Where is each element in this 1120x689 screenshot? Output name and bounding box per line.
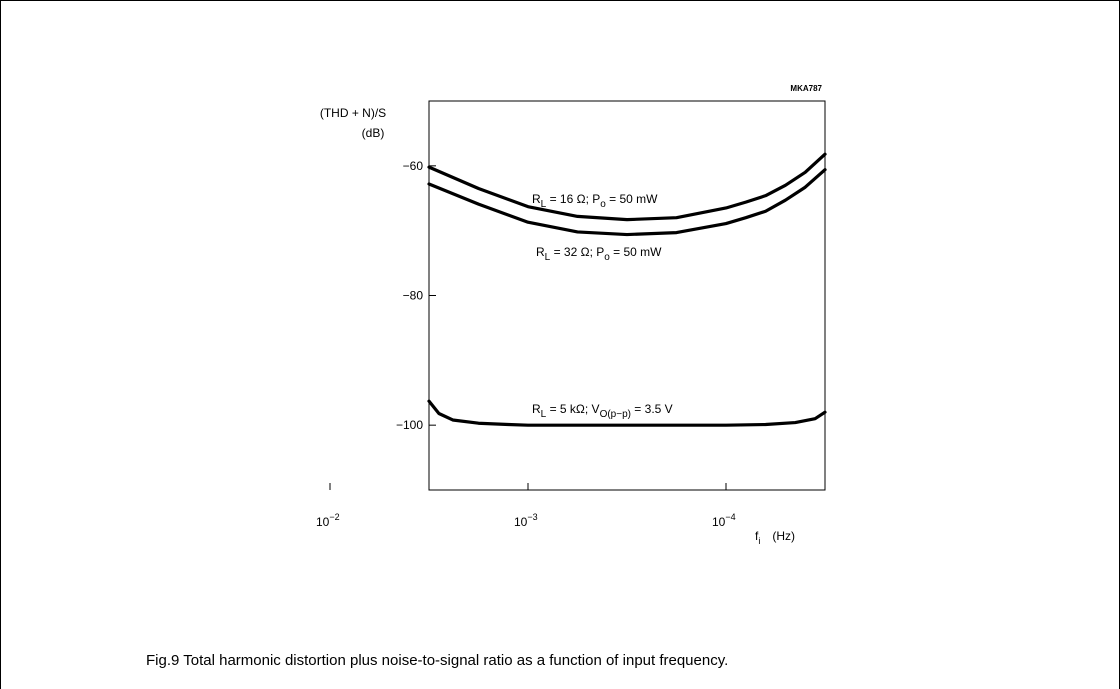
y-ticks: −60 −80 −100 bbox=[396, 159, 436, 432]
series-label-2: RL = 32 Ω; Po = 50 mW bbox=[536, 245, 662, 263]
x-axis-label: fi (Hz) bbox=[755, 529, 795, 546]
figure-code: MKA787 bbox=[790, 84, 822, 93]
series-label-1: RL = 16 Ω; Po = 50 mW bbox=[532, 192, 658, 210]
series-line-3 bbox=[427, 399, 827, 427]
x-tick-label: 10−3 bbox=[514, 512, 538, 529]
series-label-3: RL = 5 kΩ; VO(p−p) = 3.5 V bbox=[532, 402, 673, 420]
plot-frame bbox=[428, 100, 826, 491]
y-tick-label: −60 bbox=[403, 159, 424, 173]
series-labels: RL = 16 Ω; Po = 50 mW RL = 32 Ω; Po = 50 … bbox=[532, 192, 673, 420]
x-tick-label: 10−2 bbox=[316, 512, 340, 529]
y-tick-label: −100 bbox=[396, 418, 423, 432]
series-line-2 bbox=[427, 168, 827, 237]
x-ticks: 10−2 10−3 10−4 bbox=[316, 483, 736, 529]
figure-caption: Fig.9 Total harmonic distortion plus noi… bbox=[146, 652, 729, 669]
y-axis-label-line1: (THD + N)/S bbox=[320, 106, 386, 120]
series-line-1 bbox=[427, 152, 827, 222]
y-tick-label: −80 bbox=[403, 289, 424, 303]
x-tick-label: 10−4 bbox=[712, 512, 736, 529]
series-group bbox=[427, 152, 827, 427]
y-axis-label-line2: (dB) bbox=[362, 126, 385, 140]
